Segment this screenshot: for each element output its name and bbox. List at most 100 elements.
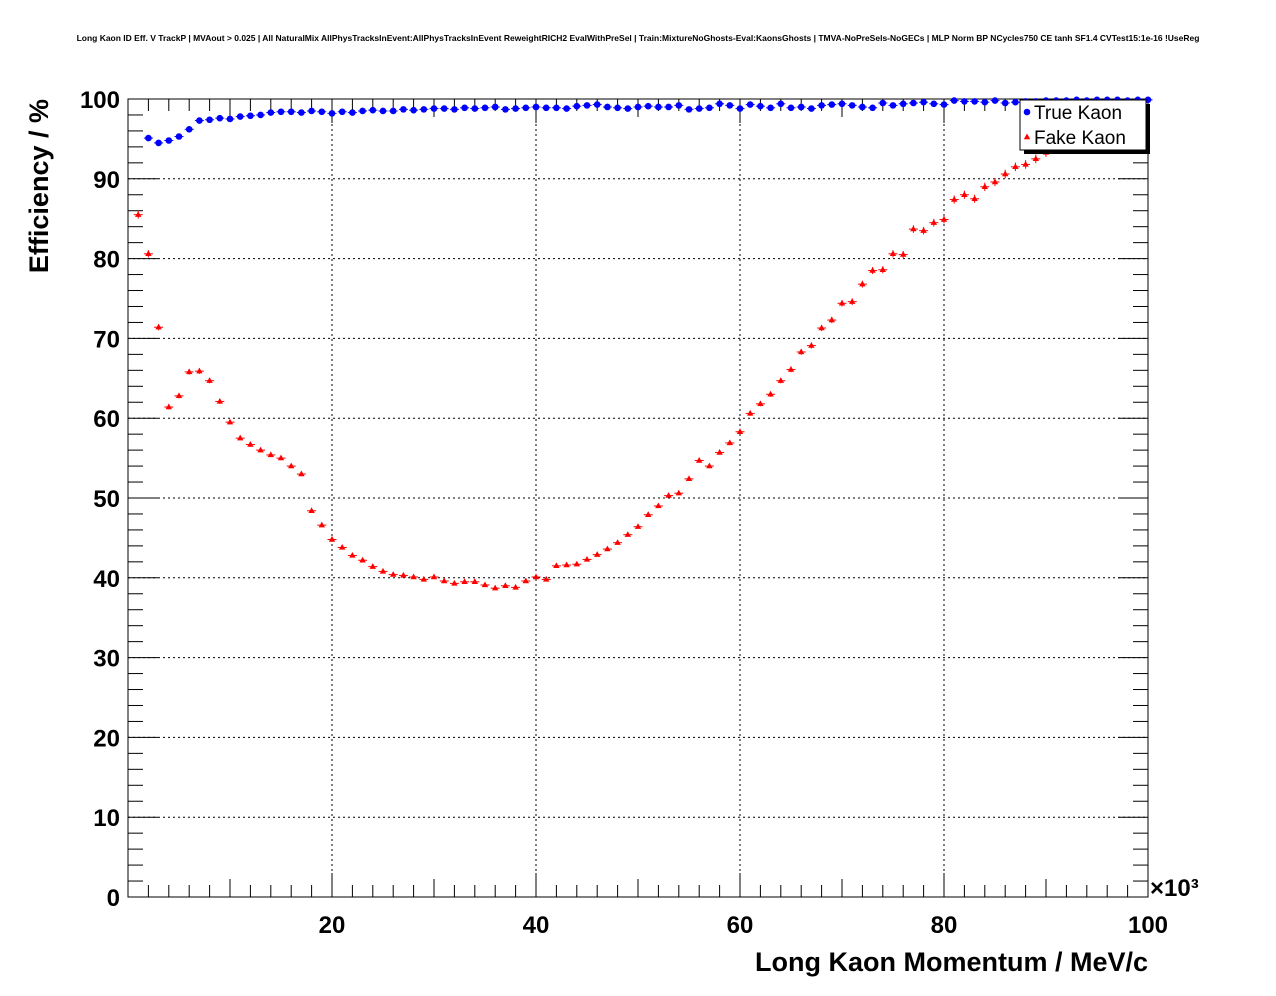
series-fake-kaon (133, 148, 1051, 591)
data-point (359, 556, 366, 563)
axis-ticks (128, 98, 1149, 898)
data-point (461, 104, 468, 112)
data-point (757, 102, 764, 110)
data-point (879, 266, 886, 272)
data-point (502, 582, 509, 588)
data-point (226, 418, 234, 425)
x-tick-label: 80 (931, 912, 958, 939)
y-tick-label: 30 (93, 646, 120, 673)
y-tick-label: 80 (93, 247, 120, 274)
data-point (1022, 160, 1029, 167)
data-point (573, 560, 580, 567)
data-point (879, 99, 887, 107)
data-point (491, 103, 499, 111)
data-point (930, 100, 938, 108)
data-point (298, 470, 305, 477)
data-point (553, 562, 560, 569)
data-point (798, 348, 805, 355)
data-point (645, 511, 652, 517)
x-tick-label: 20 (319, 912, 346, 939)
data-point (685, 106, 693, 113)
legend-label: True Kaon (1034, 103, 1122, 124)
legend-marker-triangle (1023, 133, 1031, 140)
data-point (512, 583, 519, 590)
data-point (461, 578, 468, 584)
data-point (155, 323, 162, 330)
data-point (950, 97, 958, 104)
data-point (573, 102, 581, 110)
data-point (155, 139, 162, 147)
data-point (869, 267, 876, 273)
data-point (379, 567, 387, 574)
data-point (206, 377, 213, 383)
x-axis-title: Long Kaon Momentum / MeV/c (755, 947, 1148, 977)
x-tick-label: 100 (1128, 912, 1168, 939)
data-point (920, 227, 927, 233)
data-point (828, 316, 835, 323)
data-point (981, 98, 989, 106)
data-point (726, 439, 733, 446)
data-point (849, 298, 856, 304)
data-point (644, 102, 652, 110)
data-point (655, 103, 662, 111)
data-point (655, 502, 662, 509)
data-point (359, 107, 366, 115)
data-point (369, 563, 376, 569)
data-point (257, 446, 264, 453)
data-point (920, 98, 927, 106)
data-point (767, 104, 774, 112)
data-point (145, 250, 152, 257)
data-point (206, 116, 213, 124)
data-point (267, 451, 274, 458)
data-point (267, 109, 275, 116)
data-point (247, 112, 254, 120)
data-point (502, 106, 509, 113)
data-point (614, 104, 621, 112)
data-point (797, 103, 805, 111)
data-point (716, 100, 723, 108)
data-point (634, 523, 642, 529)
data-series (133, 96, 1153, 591)
legend-entries: True Kaon Fake Kaon (1023, 103, 1126, 149)
data-point (308, 107, 315, 115)
data-point (175, 133, 183, 140)
data-point (481, 104, 489, 112)
data-point (492, 584, 499, 591)
data-point (288, 462, 295, 469)
data-point (634, 103, 642, 111)
data-point (583, 102, 591, 109)
data-point (614, 539, 621, 545)
data-point (328, 535, 336, 542)
data-point (695, 105, 703, 112)
data-point (624, 105, 632, 112)
y-tick-label: 0 (107, 885, 120, 912)
data-point (1032, 155, 1039, 162)
data-point (736, 428, 744, 434)
y-tick-label: 100 (80, 87, 120, 114)
data-point (165, 403, 172, 410)
data-point (186, 368, 193, 375)
data-point (818, 324, 825, 331)
data-point (910, 99, 917, 107)
data-point (706, 104, 713, 112)
data-point (522, 104, 530, 112)
grid-lines (128, 99, 1149, 897)
data-point (512, 105, 519, 112)
data-point (665, 492, 672, 498)
y-tick-label: 90 (93, 167, 120, 194)
data-point (767, 390, 774, 397)
data-point (338, 108, 346, 116)
data-point (859, 280, 866, 287)
data-point (848, 102, 856, 109)
data-point (400, 571, 407, 578)
data-point (389, 107, 397, 115)
data-point (604, 545, 611, 552)
data-point (777, 100, 785, 108)
data-point (940, 215, 948, 222)
data-point (543, 575, 550, 582)
data-point (410, 106, 417, 114)
data-point (624, 531, 631, 537)
y-tick-label: 20 (93, 725, 120, 752)
data-point (451, 106, 458, 113)
tick-labels: 20 40 60 80 100 0 10 20 30 40 50 60 70 80 90 100 (80, 87, 1168, 939)
